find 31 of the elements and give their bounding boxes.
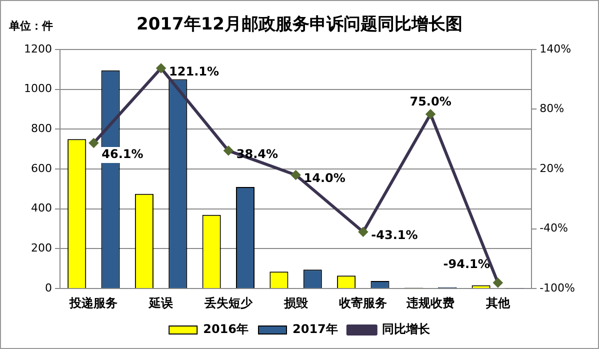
legend-label: 2017年: [292, 322, 338, 336]
x-tick-label: 延误: [148, 296, 174, 310]
y-tick-label: 400: [30, 202, 52, 215]
y2-tick-label: 140%: [540, 42, 572, 56]
data-label: 75.0%: [410, 94, 452, 108]
x-tick-label: 损毁: [282, 296, 309, 310]
y2-tick-label: -100%: [540, 281, 576, 294]
y2-tick-label: -40%: [540, 222, 568, 235]
y-tick-label: 200: [30, 242, 52, 255]
legend-label: 2016年: [203, 322, 249, 336]
legend-label: 同比增长: [382, 322, 431, 336]
chart-title: 2017年12月邮政服务申诉问题同比增长图: [136, 14, 462, 35]
y-tick-label: 600: [30, 162, 52, 175]
x-tick-label: 收寄服务: [339, 296, 388, 310]
text: 单位：件: [8, 19, 53, 32]
y-tick-label: 800: [30, 122, 52, 135]
x-tick-label: 违规收费: [406, 296, 455, 310]
y-tick-label: 1200: [24, 42, 52, 56]
x-tick-label: 投递服务: [68, 296, 118, 310]
y2-tick-label: 80%: [540, 102, 564, 116]
data-label: 46.1%: [102, 147, 144, 162]
data-label: 38.4%: [236, 146, 278, 161]
y-tick-label: 0: [44, 281, 52, 294]
x-tick-label: 其他: [484, 296, 511, 310]
data-label: -94.1%: [443, 256, 490, 271]
x-tick-label: 丢失短少: [203, 296, 254, 310]
y2-tick-label: 20%: [540, 162, 564, 175]
data-label: -43.1%: [371, 228, 418, 242]
data-label: 14.0%: [304, 171, 346, 186]
y-tick-label: 1000: [24, 82, 52, 96]
data-label: 121.1%: [169, 64, 220, 78]
